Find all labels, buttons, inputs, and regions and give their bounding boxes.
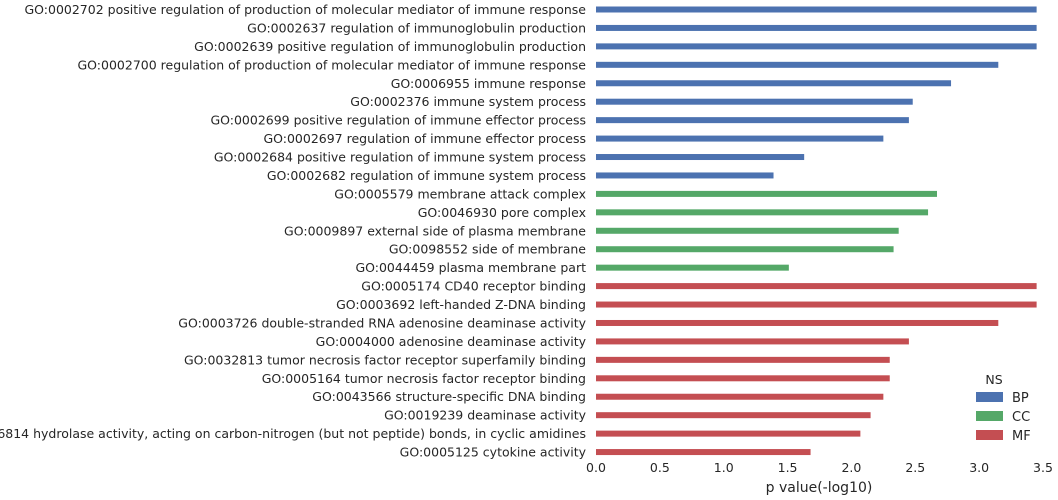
- category-label: GO:0002700 regulation of production of m…: [77, 57, 586, 72]
- bar-cc: [596, 246, 894, 253]
- bar-mf: [596, 393, 884, 400]
- bar-mf: [596, 449, 811, 456]
- bar-bp: [596, 24, 1037, 31]
- bar-mf: [596, 338, 909, 345]
- x-tick-label: 3.0: [969, 460, 989, 475]
- bar-bp: [596, 61, 999, 68]
- bar-bp: [596, 135, 884, 142]
- legend-swatch-cc: [976, 411, 1003, 421]
- category-label: GO:0043566 structure-specific DNA bindin…: [312, 389, 586, 404]
- legend-swatch-bp: [976, 392, 1003, 402]
- category-label: GO:0002702 positive regulation of produc…: [24, 2, 586, 17]
- category-label: GO:0005125 cytokine activity: [400, 445, 587, 460]
- bar-cc: [596, 227, 899, 234]
- bar-mf: [596, 301, 1037, 308]
- category-label: GO:0002699 positive regulation of immune…: [210, 113, 586, 128]
- category-label: GO:0005164 tumor necrosis factor recepto…: [262, 371, 586, 386]
- category-label: GO:0044459 plasma membrane part: [355, 260, 586, 275]
- legend-label: BP: [1012, 391, 1029, 406]
- category-label: GO:0002684 positive regulation of immune…: [214, 150, 586, 165]
- x-tick-label: 2.0: [841, 460, 861, 475]
- bar-bp: [596, 154, 805, 161]
- x-tick-label: 3.5: [1033, 460, 1053, 475]
- legend: NS BP CC MF: [976, 372, 1031, 444]
- category-labels: GO:0002702 positive regulation of produc…: [0, 2, 587, 460]
- category-label: GO:0032813 tumor necrosis factor recepto…: [184, 352, 586, 367]
- bar-cc: [596, 209, 929, 216]
- x-tick-label: 2.5: [905, 460, 925, 475]
- category-label: GO:0046930 pore complex: [418, 205, 586, 220]
- bar-mf: [596, 319, 999, 326]
- category-label: GO:0009897 external side of plasma membr…: [284, 223, 586, 238]
- bar-mf: [596, 283, 1037, 290]
- bar-bp: [596, 6, 1037, 13]
- category-label: GO:0098552 side of membrane: [389, 242, 586, 257]
- category-label: GO:0005579 membrane attack complex: [334, 186, 586, 201]
- category-label: GO:0019239 deaminase activity: [384, 408, 587, 423]
- x-tick-label: 1.0: [714, 460, 734, 475]
- bars-layer: [596, 6, 1037, 456]
- bar-cc: [596, 264, 789, 271]
- x-axis-ticks: 0.0 0.5 1.0 1.5 2.0 2.5 3.0 3.5: [586, 460, 1053, 475]
- bar-bp: [596, 98, 913, 105]
- category-label: GO:0003726 double-stranded RNA adenosine…: [178, 315, 586, 330]
- bar-mf: [596, 412, 871, 419]
- legend-label: CC: [1012, 410, 1030, 425]
- bar-bp: [596, 117, 909, 124]
- bar-bp: [596, 80, 952, 87]
- x-tick-label: 1.5: [778, 460, 798, 475]
- category-label: GO:0002376 immune system process: [350, 94, 586, 109]
- x-axis-label: p value(-log10): [766, 480, 873, 496]
- bar-bp: [596, 43, 1037, 50]
- x-tick-label: 0.5: [650, 460, 670, 475]
- bar-mf: [596, 356, 890, 363]
- category-label: GO:0002637 regulation of immunoglobulin …: [247, 20, 586, 35]
- legend-title: NS: [985, 372, 1002, 387]
- bar-cc: [596, 190, 937, 197]
- category-label: GO:0002639 positive regulation of immuno…: [194, 39, 586, 54]
- category-label: GO:0004000 adenosine deaminase activity: [316, 334, 587, 349]
- x-tick-label: 0.0: [586, 460, 606, 475]
- category-label: GO:0006955 immune response: [391, 76, 587, 91]
- category-label: GO:0016814 hydrolase activity, acting on…: [0, 426, 586, 441]
- category-label: GO:0003692 left-handed Z-DNA binding: [336, 297, 586, 312]
- legend-label: MF: [1012, 429, 1031, 444]
- bar-mf: [596, 430, 861, 437]
- legend-swatch-mf: [976, 430, 1003, 440]
- bar-bp: [596, 172, 774, 179]
- category-label: GO:0002697 regulation of immune effector…: [263, 131, 586, 146]
- bar-mf: [596, 375, 890, 382]
- category-label: GO:0002682 regulation of immune system p…: [267, 168, 586, 183]
- category-label: GO:0005174 CD40 receptor binding: [361, 279, 586, 294]
